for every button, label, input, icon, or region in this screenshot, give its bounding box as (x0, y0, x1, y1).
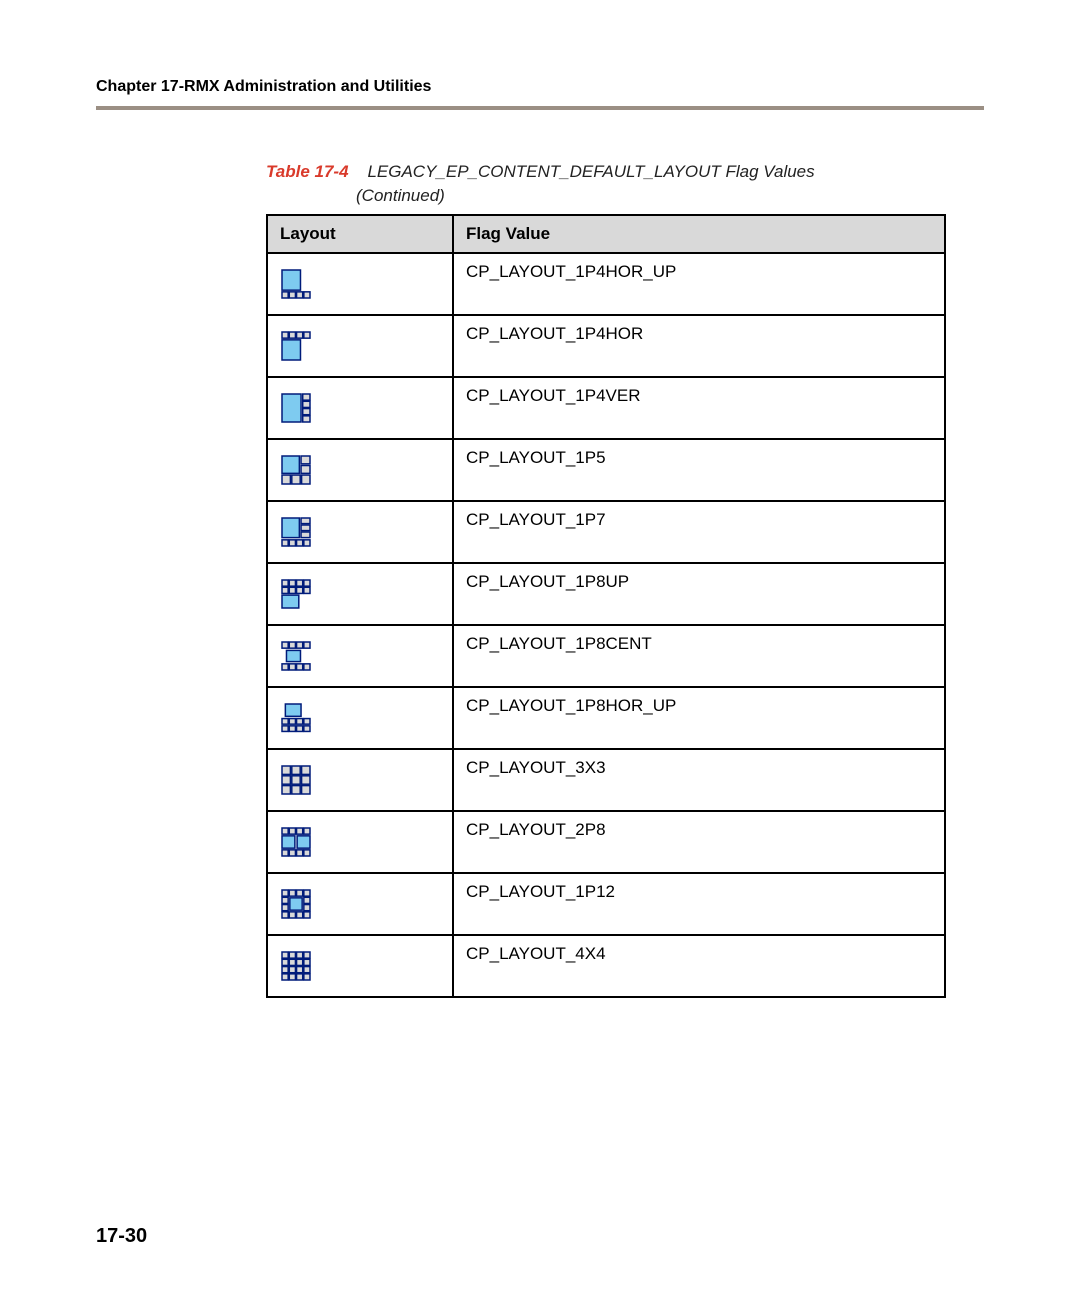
layout-icon-cell (267, 811, 453, 873)
flag-value-cell: CP_LAYOUT_3X3 (453, 749, 945, 811)
table-row: CP_LAYOUT_1P4HOR_UP (267, 253, 945, 315)
layout-icon-cell (267, 625, 453, 687)
table-row: CP_LAYOUT_1P5 (267, 439, 945, 501)
layout-icon (280, 454, 312, 486)
header-divider (96, 106, 984, 110)
flag-value-cell: CP_LAYOUT_1P4HOR (453, 315, 945, 377)
flag-value-cell: CP_LAYOUT_1P4HOR_UP (453, 253, 945, 315)
table-continued: (Continued) (356, 184, 984, 208)
layout-icon (280, 640, 312, 672)
layout-icon-cell (267, 563, 453, 625)
flag-value-cell: CP_LAYOUT_1P8HOR_UP (453, 687, 945, 749)
layout-icon (280, 888, 312, 920)
layout-icon-cell (267, 439, 453, 501)
flag-value-cell: CP_LAYOUT_1P4VER (453, 377, 945, 439)
layout-icon (280, 702, 312, 734)
layout-icon (280, 764, 312, 796)
table-row: CP_LAYOUT_1P4VER (267, 377, 945, 439)
col-flag-value: Flag Value (453, 215, 945, 253)
layout-icon (280, 392, 312, 424)
layout-icon-cell (267, 253, 453, 315)
table-row: CP_LAYOUT_3X3 (267, 749, 945, 811)
table-caption: Table 17-4 LEGACY_EP_CONTENT_DEFAULT_LAY… (266, 160, 984, 208)
flag-value-cell: CP_LAYOUT_1P12 (453, 873, 945, 935)
flag-value-cell: CP_LAYOUT_1P8UP (453, 563, 945, 625)
flag-value-cell: CP_LAYOUT_1P8CENT (453, 625, 945, 687)
layout-table: Layout Flag Value CP_LAYOUT_1P4HOR_UPCP_… (266, 214, 946, 998)
layout-icon-cell (267, 315, 453, 377)
layout-icon-cell (267, 873, 453, 935)
layout-icon-cell (267, 377, 453, 439)
layout-icon-cell (267, 687, 453, 749)
layout-icon (280, 516, 312, 548)
table-number: Table 17-4 (266, 162, 349, 181)
layout-icon-cell (267, 749, 453, 811)
table-row: CP_LAYOUT_1P7 (267, 501, 945, 563)
table-row: CP_LAYOUT_4X4 (267, 935, 945, 997)
table-row: CP_LAYOUT_1P12 (267, 873, 945, 935)
layout-icon-cell (267, 935, 453, 997)
layout-icon (280, 950, 312, 982)
table-row: CP_LAYOUT_1P4HOR (267, 315, 945, 377)
table-row: CP_LAYOUT_1P8UP (267, 563, 945, 625)
layout-icon (280, 578, 312, 610)
table-body: CP_LAYOUT_1P4HOR_UPCP_LAYOUT_1P4HORCP_LA… (267, 253, 945, 997)
flag-value-cell: CP_LAYOUT_4X4 (453, 935, 945, 997)
col-layout: Layout (267, 215, 453, 253)
layout-icon (280, 826, 312, 858)
layout-icon (280, 330, 312, 362)
page-number: 17-30 (96, 1225, 147, 1248)
chapter-header: Chapter 17-RMX Administration and Utilit… (96, 78, 984, 96)
flag-value-cell: CP_LAYOUT_1P7 (453, 501, 945, 563)
table-row: CP_LAYOUT_2P8 (267, 811, 945, 873)
flag-value-cell: CP_LAYOUT_2P8 (453, 811, 945, 873)
flag-value-cell: CP_LAYOUT_1P5 (453, 439, 945, 501)
table-header-row: Layout Flag Value (267, 215, 945, 253)
table-row: CP_LAYOUT_1P8CENT (267, 625, 945, 687)
layout-icon-cell (267, 501, 453, 563)
table-title: LEGACY_EP_CONTENT_DEFAULT_LAYOUT Flag Va… (367, 162, 814, 181)
page: Chapter 17-RMX Administration and Utilit… (0, 0, 1080, 1306)
table-row: CP_LAYOUT_1P8HOR_UP (267, 687, 945, 749)
layout-icon (280, 268, 312, 300)
